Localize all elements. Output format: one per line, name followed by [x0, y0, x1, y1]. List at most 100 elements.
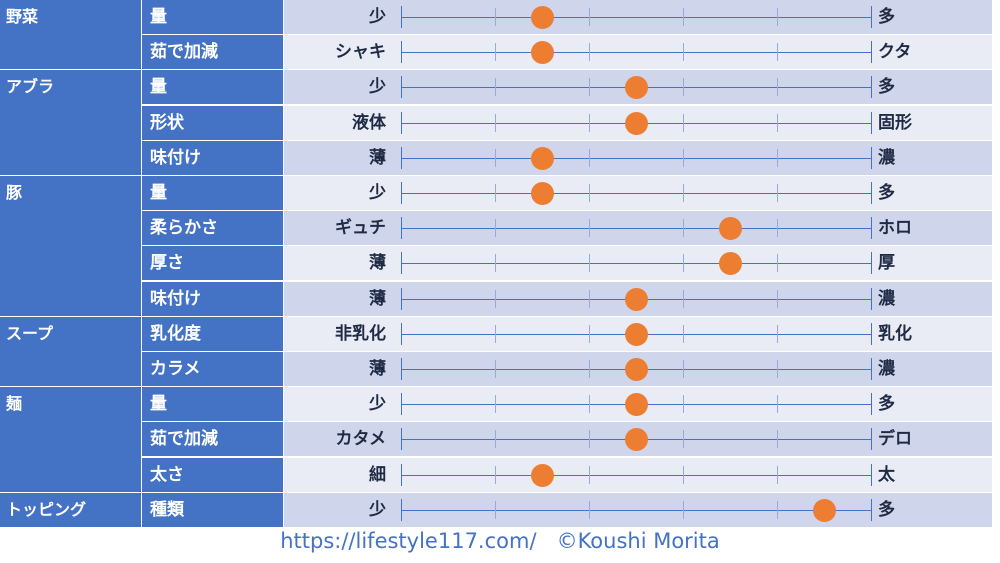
scale-tick — [777, 78, 778, 97]
scale-tick — [871, 111, 872, 134]
rating-marker — [530, 182, 554, 205]
scale-max-label: 多 — [878, 183, 895, 203]
scale-tick — [495, 113, 496, 132]
scale-max-label: 多 — [878, 7, 895, 27]
scale-row: カタメ デロ — [284, 422, 992, 458]
rating-table: 野菜量少多茹で加減 シャキ クタ アブラ量少多形状 液体 固形 味付け薄濃豚量少多柔らかさギ… — [0, 0, 992, 528]
scale-tick — [401, 463, 402, 486]
rating-marker — [530, 146, 554, 170]
scale-min-label: 細 — [369, 464, 386, 485]
rating-marker — [812, 498, 836, 522]
scale-tick — [871, 182, 872, 204]
scale-tick — [777, 360, 778, 378]
scale-row: 少多 — [284, 492, 992, 528]
scale-tick — [777, 219, 778, 238]
scale-tick — [401, 322, 402, 345]
scale-tick — [589, 113, 590, 132]
scale-tick — [401, 217, 402, 240]
scale-tick — [777, 184, 778, 202]
scale-row: 液体 固形 — [284, 105, 992, 141]
scale-tick — [871, 6, 872, 28]
scale-tick — [871, 393, 872, 416]
scale-max-label: 濃 — [878, 359, 895, 379]
scale-tick — [683, 465, 684, 484]
scale-tick — [495, 184, 496, 202]
attribute-label: 茹で加減 — [142, 422, 283, 458]
scale-min-label: 薄 — [369, 253, 386, 274]
scale-tick — [777, 395, 778, 414]
attribute-label: 柔らかさ — [142, 211, 283, 247]
scale-max-label: 多 — [878, 499, 895, 520]
attribute-label: 味付け — [142, 281, 283, 317]
category-label: 野菜 — [0, 0, 141, 71]
scale-min-label: 非乳化 — [335, 323, 386, 344]
scale-tick — [589, 254, 590, 273]
rating-marker — [718, 252, 742, 276]
scale-min-label: 薄 — [369, 288, 386, 309]
scale-tick — [401, 393, 402, 416]
scale-row: 少多 — [284, 0, 992, 35]
scale-tick — [401, 76, 402, 99]
scale-max-label: 厚 — [878, 253, 895, 274]
scale-row: 薄濃 — [284, 140, 992, 176]
scale-row: 少多 — [284, 387, 992, 423]
scale-tick — [495, 289, 496, 308]
scale-tick — [495, 395, 496, 414]
scale-min-label: 少 — [369, 394, 386, 415]
scale-tick — [401, 428, 402, 451]
scale-tick — [589, 430, 590, 449]
attribute-label: 量 — [142, 70, 283, 106]
scale-tick — [401, 182, 402, 204]
rating-marker — [624, 393, 648, 417]
scale-tick — [871, 287, 872, 310]
scale-min-label: シャキ — [335, 42, 386, 63]
scale-min-label: 液体 — [352, 112, 386, 133]
scale-row: 非乳化 乳化 — [284, 316, 992, 352]
scale-row: ギュチ ホロ — [284, 211, 992, 247]
scale-tick — [495, 148, 496, 167]
scale-tick — [777, 289, 778, 308]
scale-tick — [683, 360, 684, 378]
scale-tick — [683, 324, 684, 343]
rating-marker — [624, 428, 648, 452]
scale-tick — [589, 360, 590, 378]
scale-axis — [401, 263, 871, 265]
scale-tick — [589, 43, 590, 62]
scale-tick — [401, 498, 402, 521]
scale-tick — [495, 78, 496, 97]
scale-tick — [683, 395, 684, 414]
attribute-label: 量 — [142, 0, 283, 35]
scale-tick — [683, 289, 684, 308]
rating-marker — [624, 111, 648, 135]
scale-tick — [777, 8, 778, 26]
rating-marker — [530, 41, 554, 65]
scale-tick — [495, 219, 496, 238]
scale-tick — [589, 219, 590, 238]
scale-tick — [777, 148, 778, 167]
scale-tick — [495, 360, 496, 378]
scale-tick — [589, 78, 590, 97]
scale-tick — [401, 41, 402, 64]
scale-tick — [871, 76, 872, 99]
footer: https://lifestyle117.com/ ©Koushi Morita — [0, 529, 1000, 553]
scale-tick — [871, 146, 872, 169]
scale-tick — [683, 254, 684, 273]
scale-min-label: 薄 — [369, 359, 386, 379]
scale-axis — [401, 193, 871, 194]
scale-tick — [495, 465, 496, 484]
footer-credit: ©Koushi Morita — [556, 529, 720, 553]
scale-tick — [401, 6, 402, 28]
scale-min-label: 少 — [369, 499, 386, 520]
scale-axis — [401, 52, 871, 54]
category-label: スープ — [0, 316, 141, 388]
scale-tick — [871, 322, 872, 345]
scale-tick — [871, 463, 872, 486]
scale-tick — [401, 252, 402, 275]
category-label: 豚 — [0, 176, 141, 317]
attribute-label: 乳化度 — [142, 316, 283, 352]
scale-tick — [683, 148, 684, 167]
scale-tick — [683, 500, 684, 519]
scale-tick — [401, 358, 402, 380]
scale-tick — [589, 395, 590, 414]
footer-url[interactable]: https://lifestyle117.com/ — [280, 529, 537, 553]
